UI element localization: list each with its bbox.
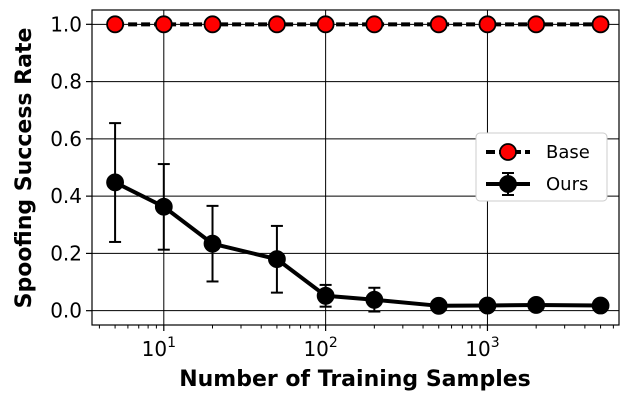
legend-ours-label: Ours — [546, 174, 588, 195]
plot-frame — [91, 9, 620, 326]
x-tick-label: 103 — [465, 335, 499, 361]
y-axis-ticks: 0.0 0.2 0.4 0.6 0.8 1.0 — [50, 12, 92, 323]
data-point — [268, 250, 286, 269]
data-point — [527, 296, 546, 314]
y-axis-title: Spoofing Success Rate — [12, 28, 37, 309]
legend-base-label: Base — [546, 142, 590, 163]
series-layer — [106, 15, 610, 315]
legend-ours-marker — [499, 175, 517, 193]
data-point — [106, 15, 124, 34]
data-point — [591, 15, 610, 34]
series-base — [106, 15, 610, 34]
data-point — [316, 286, 335, 305]
data-point — [527, 15, 546, 34]
data-point — [429, 296, 448, 315]
data-point — [268, 15, 286, 34]
data-point — [316, 15, 335, 34]
data-point — [203, 15, 222, 34]
data-point — [106, 173, 124, 192]
data-point — [365, 15, 384, 34]
data-point — [478, 15, 497, 34]
data-point — [478, 296, 497, 315]
data-point — [203, 234, 222, 253]
data-point — [154, 15, 173, 34]
series-ours — [106, 122, 610, 315]
y-tick-label: 0.0 — [50, 299, 82, 323]
y-tick-label: 0.4 — [50, 184, 82, 208]
y-tick-label: 0.2 — [50, 241, 82, 265]
data-point — [429, 15, 448, 34]
y-tick-label: 0.6 — [50, 127, 82, 151]
data-point — [365, 290, 384, 309]
x-axis-ticks: 101 102 103 — [142, 325, 500, 361]
data-point — [154, 197, 173, 216]
x-tick-label: 101 — [142, 335, 176, 361]
x-minor-ticks — [98, 325, 614, 329]
y-tick-label: 0.8 — [50, 70, 82, 94]
x-axis-title: Number of Training Samples — [179, 367, 531, 392]
data-point — [591, 296, 610, 315]
series-line — [114, 180, 601, 308]
legend: Base Ours — [475, 132, 608, 202]
legend-base-marker — [499, 143, 517, 161]
y-tick-label: 1.0 — [50, 12, 82, 36]
x-tick-label: 102 — [303, 335, 337, 361]
